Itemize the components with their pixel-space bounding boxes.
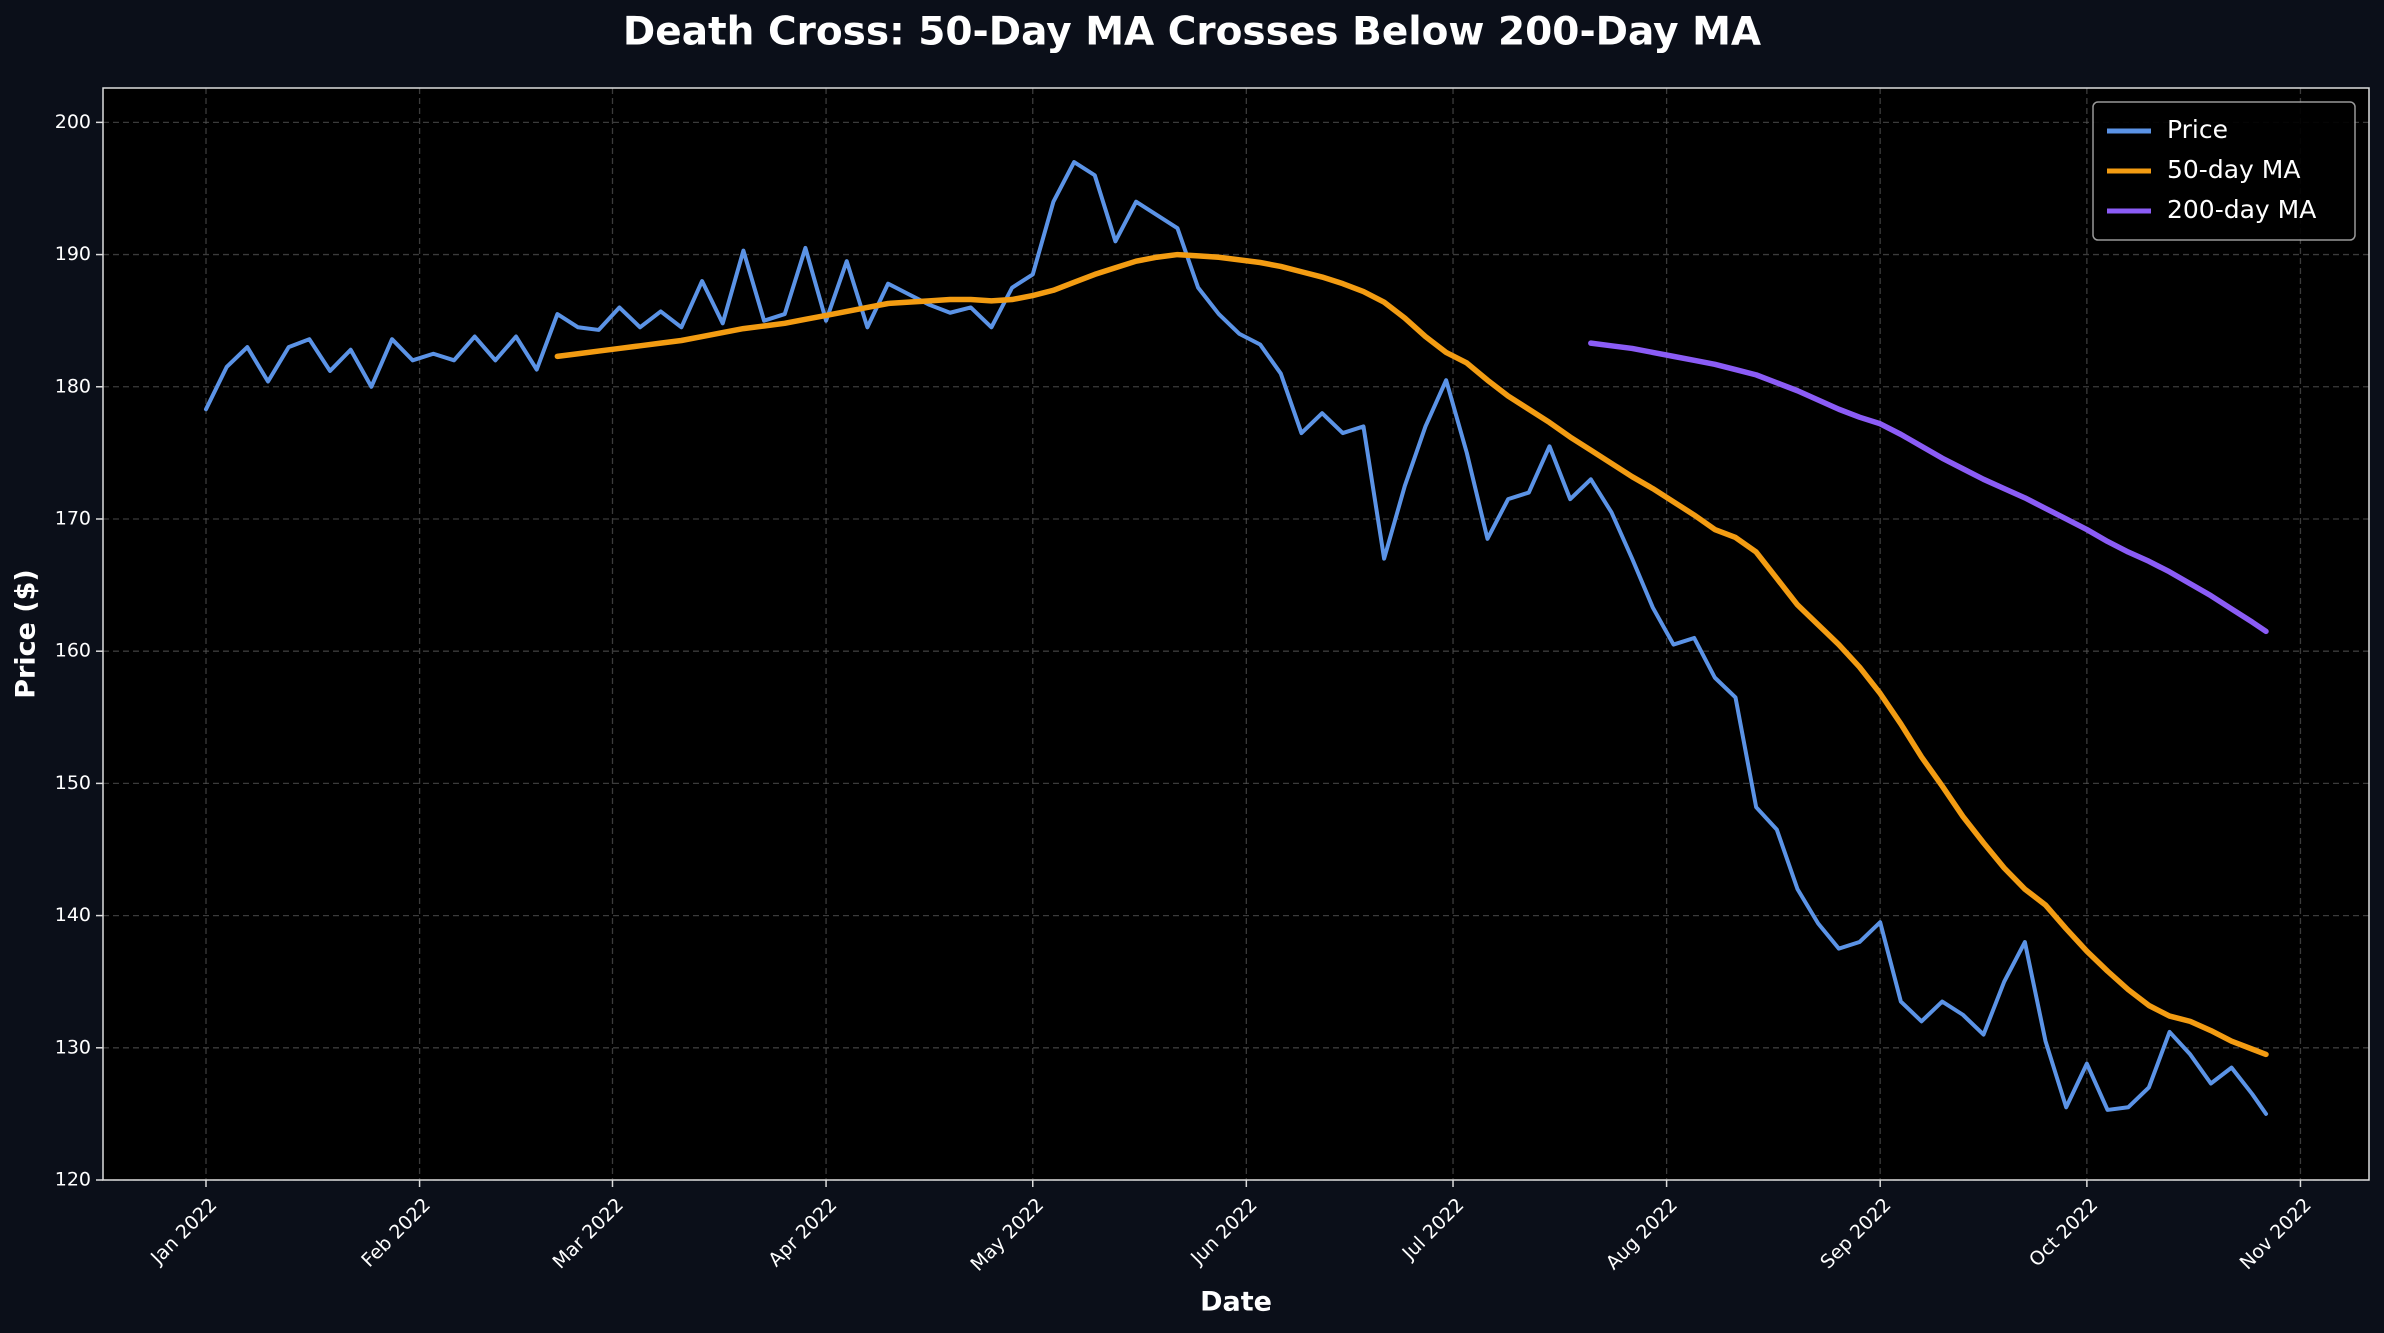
y-tick-label: 140 (55, 904, 91, 926)
legend-label: 50-day MA (2167, 155, 2300, 184)
plot-frame (102, 87, 2370, 1181)
y-tick-label: 120 (55, 1169, 91, 1191)
plot-area (103, 88, 2369, 1180)
y-tick-label: 200 (55, 111, 91, 133)
x-axis-label: Date (1200, 1287, 1272, 1318)
series-line (1588, 340, 2269, 635)
y-tick-label: 160 (55, 640, 91, 662)
y-tick-label: 170 (55, 507, 91, 529)
y-tick-label: 180 (55, 375, 91, 397)
legend-label: Price (2167, 115, 2228, 144)
y-tick-label: 150 (55, 772, 91, 794)
chart-title: Death Cross: 50-Day MA Crosses Below 200… (623, 10, 1761, 55)
y-tick-label: 190 (55, 243, 91, 265)
series-line (554, 251, 2269, 1058)
legend: Price 50-day MA 200-day MA (2092, 101, 2356, 241)
lines (204, 160, 2269, 1116)
y-tick-label: 130 (55, 1036, 91, 1058)
series-line (204, 160, 2268, 1116)
y-axis-label: Price ($) (11, 569, 42, 699)
legend-label: 200-day MA (2167, 195, 2316, 224)
legend-box (2092, 101, 2356, 241)
